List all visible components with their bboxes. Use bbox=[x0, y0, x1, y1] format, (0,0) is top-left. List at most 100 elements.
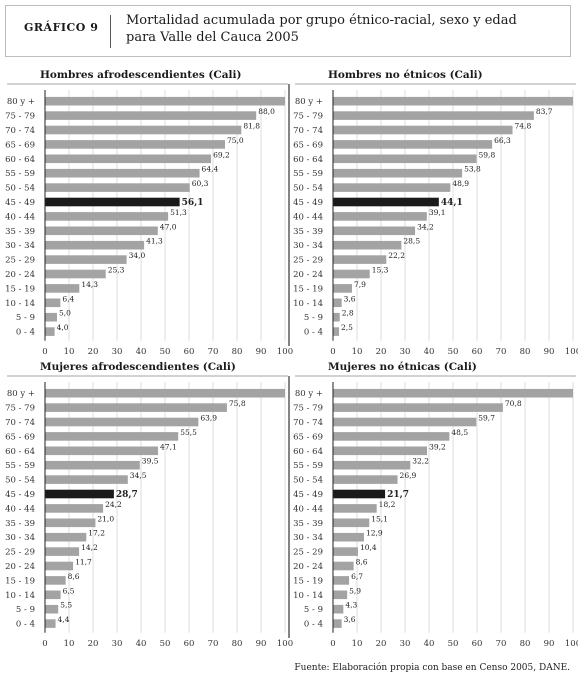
bar bbox=[333, 417, 477, 427]
bar bbox=[333, 619, 342, 628]
value-label: 75,0 bbox=[227, 136, 244, 145]
bar bbox=[333, 446, 428, 456]
x-tick-label: 0 bbox=[42, 639, 47, 649]
bar bbox=[45, 460, 140, 470]
x-tick-label: 70 bbox=[496, 639, 507, 649]
bar bbox=[333, 547, 358, 556]
value-label: 21,7 bbox=[387, 490, 409, 500]
value-label: 63,9 bbox=[200, 414, 217, 423]
bar bbox=[333, 226, 416, 236]
category-label: 40 - 44 bbox=[5, 504, 35, 514]
value-label: 59,8 bbox=[479, 150, 496, 159]
category-label: 15 - 19 bbox=[5, 576, 35, 586]
value-label: 60,3 bbox=[192, 179, 209, 188]
panel-mujeres-no-etnicas: Mujeres no étnicas (Cali) 0 10 20 30 40 50 60 70… bbox=[293, 361, 578, 649]
bar bbox=[333, 140, 493, 149]
bar bbox=[333, 298, 342, 308]
bar bbox=[45, 417, 199, 427]
category-label: 20 - 24 bbox=[5, 270, 35, 280]
category-label: 25 - 29 bbox=[5, 256, 35, 266]
x-tick-label: 30 bbox=[400, 347, 411, 357]
x-tick-label: 70 bbox=[208, 347, 219, 357]
category-label: 50 - 54 bbox=[5, 476, 35, 486]
bar bbox=[333, 240, 402, 250]
bar bbox=[333, 284, 352, 293]
category-label: 0 - 4 bbox=[16, 620, 35, 630]
category-label: 60 - 64 bbox=[293, 155, 323, 165]
bar bbox=[45, 619, 56, 628]
x-tick-label: 60 bbox=[184, 347, 195, 357]
category-label: 50 - 54 bbox=[5, 184, 35, 194]
x-tick-label: 80 bbox=[520, 639, 531, 649]
bar bbox=[333, 576, 350, 585]
category-label: 25 - 29 bbox=[5, 548, 35, 558]
value-label: 47,1 bbox=[160, 442, 177, 451]
bar bbox=[45, 532, 87, 542]
bar bbox=[333, 212, 427, 221]
bar bbox=[45, 475, 128, 484]
bar bbox=[333, 532, 364, 542]
bar bbox=[45, 312, 57, 322]
value-label: 41,3 bbox=[146, 237, 163, 246]
x-tick-label: 100 bbox=[565, 639, 578, 649]
bar bbox=[333, 590, 348, 600]
bar bbox=[45, 388, 285, 398]
value-label: 26,9 bbox=[400, 471, 417, 480]
x-tick-label: 50 bbox=[160, 347, 171, 357]
category-label: 75 - 79 bbox=[293, 112, 323, 122]
bar bbox=[45, 518, 96, 528]
value-label: 3,6 bbox=[344, 294, 356, 303]
value-label: 83,7 bbox=[536, 107, 553, 116]
bar bbox=[45, 504, 104, 513]
category-label: 70 - 74 bbox=[293, 126, 323, 136]
category-label: 45 - 49 bbox=[293, 490, 323, 500]
x-tick-label: 100 bbox=[277, 347, 293, 357]
x-tick-label: 0 bbox=[330, 347, 335, 357]
value-label: 10,4 bbox=[360, 543, 377, 552]
category-label: 25 - 29 bbox=[293, 256, 323, 266]
value-label: 18,2 bbox=[379, 500, 396, 509]
x-tick-label: 60 bbox=[184, 639, 195, 649]
category-label: 35 - 39 bbox=[5, 227, 35, 237]
bar bbox=[45, 403, 227, 412]
value-label: 4,4 bbox=[58, 615, 70, 624]
value-label: 17,2 bbox=[88, 529, 105, 538]
value-label: 25,3 bbox=[108, 266, 125, 275]
figure-label: GRÁFICO 9 bbox=[24, 21, 99, 34]
x-tick-label: 90 bbox=[256, 347, 267, 357]
category-label: 40 - 44 bbox=[293, 212, 323, 222]
figure-header: GRÁFICO 9 Mortalidad acumulada por grupo… bbox=[5, 5, 571, 57]
chart-title: Mujeres no étnicas (Cali) bbox=[328, 361, 477, 373]
category-label: 35 - 39 bbox=[5, 519, 35, 529]
value-label: 4,3 bbox=[345, 601, 357, 610]
x-tick-label: 70 bbox=[496, 347, 507, 357]
category-label: 65 - 69 bbox=[5, 432, 35, 442]
value-label: 34,0 bbox=[129, 251, 146, 260]
bar bbox=[45, 576, 66, 585]
bar bbox=[333, 168, 463, 178]
value-label: 47,0 bbox=[160, 222, 177, 231]
bar bbox=[45, 446, 159, 456]
header-divider bbox=[110, 15, 111, 48]
panel-mujeres-afro: Mujeres afrodescendientes (Cali) 0 10 20 30 4… bbox=[5, 361, 293, 649]
bar bbox=[333, 125, 513, 135]
bar bbox=[45, 269, 106, 279]
x-tick-label: 60 bbox=[472, 347, 483, 357]
value-label: 28,7 bbox=[116, 490, 138, 500]
bar bbox=[45, 432, 179, 441]
value-label: 6,4 bbox=[62, 294, 74, 303]
value-label: 88,0 bbox=[258, 107, 275, 116]
category-label: 0 - 4 bbox=[16, 328, 35, 338]
x-tick-label: 10 bbox=[64, 639, 75, 649]
x-tick-label: 10 bbox=[352, 347, 363, 357]
x-tick-label: 40 bbox=[424, 639, 435, 649]
category-label: 65 - 69 bbox=[5, 140, 35, 150]
value-label: 48,5 bbox=[451, 428, 468, 437]
category-label: 55 - 59 bbox=[5, 461, 35, 471]
x-tick-label: 90 bbox=[544, 347, 555, 357]
value-label: 34,5 bbox=[130, 471, 147, 480]
x-tick-label: 80 bbox=[232, 639, 243, 649]
x-tick-label: 10 bbox=[64, 347, 75, 357]
x-tick-label: 90 bbox=[256, 639, 267, 649]
value-label: 66,3 bbox=[494, 136, 511, 145]
